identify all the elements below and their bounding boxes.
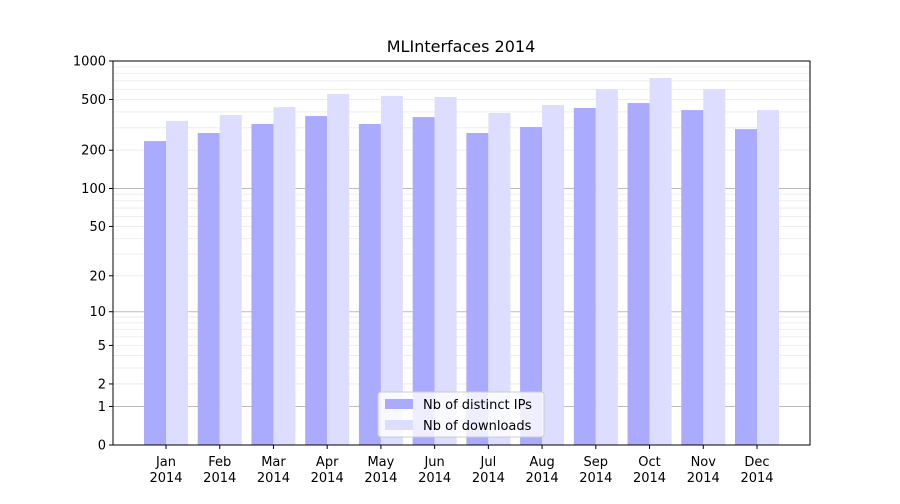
y-tick-label: 20: [89, 269, 106, 284]
x-tick-label: Mar 2014: [257, 455, 290, 486]
x-tick-label: Oct 2014: [633, 455, 666, 486]
x-tick-label: Dec 2014: [740, 455, 773, 486]
bar-downloads: [327, 94, 350, 445]
axes-frame: [112, 60, 811, 446]
y-tick-label: 5: [98, 339, 106, 354]
bar-downloads: [273, 107, 296, 446]
chart-title: MLInterfaces 2014: [387, 37, 536, 56]
bar-downloads: [166, 120, 188, 445]
bar-distinct-ips: [627, 103, 650, 445]
x-tick-label: Aug 2014: [526, 455, 559, 486]
y-tick-label: 2: [98, 377, 106, 392]
bar-downloads: [380, 95, 403, 445]
bar-distinct-ips: [520, 127, 543, 445]
x-tick-label: Feb 2014: [203, 455, 236, 486]
bar-downloads: [757, 110, 779, 445]
bar-distinct-ips: [144, 141, 166, 446]
y-tick-label: 0: [98, 439, 106, 454]
x-axis: Jan 2014 Feb 2014 Mar 2014 Apr 2014 May 2014 Jun 20…: [149, 445, 774, 486]
bar-downloads: [219, 114, 242, 445]
legend: Nb of distinct IPs Nb of downloads: [377, 391, 545, 438]
y-tick-label: 1: [98, 400, 106, 415]
bar-downloads: [595, 89, 618, 446]
y-tick-label: 500: [81, 93, 106, 108]
y-tick-label: 1000: [73, 55, 106, 70]
y-tick-label: 10: [89, 305, 106, 320]
bar-downloads: [488, 112, 511, 446]
bar-downloads: [649, 78, 672, 445]
legend-label-ips: Nb of distinct IPs: [423, 398, 532, 413]
x-tick-label: Jul 2014: [472, 455, 505, 486]
bar-distinct-ips: [251, 124, 274, 445]
legend-swatch-downloads: [385, 420, 413, 430]
y-tick-label: 100: [81, 182, 106, 197]
bar-downloads: [542, 105, 565, 446]
bars: [144, 78, 779, 446]
bar-distinct-ips: [681, 110, 704, 445]
legend-swatch-ips: [385, 399, 413, 409]
bar-distinct-ips: [305, 116, 328, 446]
bar-distinct-ips: [197, 133, 220, 446]
x-tick-label: May 2014: [364, 455, 397, 486]
bar-downloads: [703, 89, 726, 446]
x-tick-label: Apr 2014: [311, 455, 344, 486]
y-tick-label: 200: [81, 144, 106, 159]
bar-downloads: [434, 96, 457, 445]
y-axis: 0 1 2 5 10 20 50 100 200 500 1000: [73, 55, 113, 454]
x-tick-label: Jun 2014: [418, 455, 451, 486]
x-tick-label: Nov 2014: [687, 455, 720, 486]
x-tick-label: Jan 2014: [149, 455, 182, 486]
bar-distinct-ips: [735, 129, 757, 446]
legend-label-downloads: Nb of downloads: [423, 419, 532, 434]
bar-distinct-ips: [466, 133, 489, 446]
bar-distinct-ips: [573, 107, 596, 445]
bar-distinct-ips: [358, 124, 381, 445]
bar-distinct-ips: [412, 117, 435, 445]
y-tick-label: 50: [89, 220, 106, 235]
x-tick-label: Sep 2014: [579, 455, 612, 486]
